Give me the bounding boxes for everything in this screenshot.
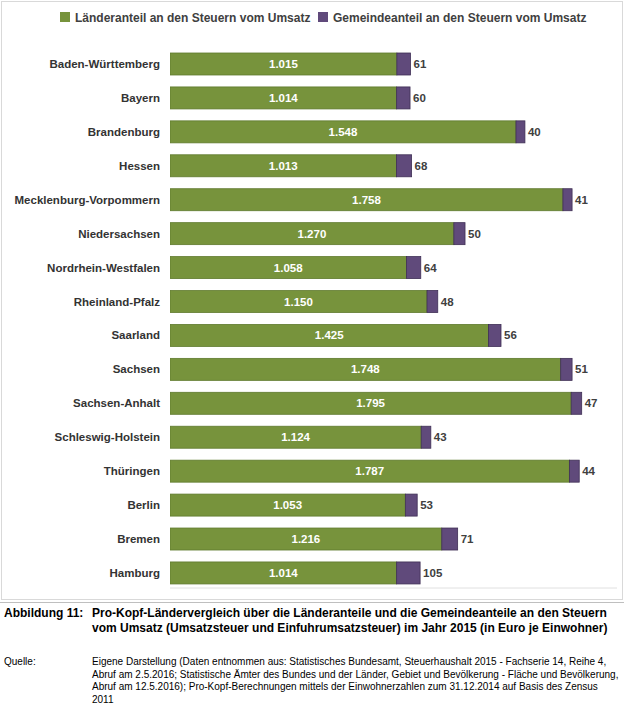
data-label: 1.013 <box>269 160 298 172</box>
data-label: 71 <box>461 533 474 545</box>
data-label: 1.758 <box>352 194 381 206</box>
bar-segment <box>170 223 454 245</box>
bar-segment <box>396 155 411 177</box>
bar-segment <box>170 562 397 584</box>
data-label: 1.795 <box>356 397 385 409</box>
data-label: 1.124 <box>281 431 310 443</box>
legend-swatch <box>60 12 70 22</box>
bar-segment <box>488 324 501 346</box>
data-label: 1.270 <box>298 228 327 240</box>
data-label: 61 <box>413 58 426 70</box>
legend-label: Länderanteil an den Steuern vom Umsatz <box>75 11 310 25</box>
category-label: Rheinland-Pfalz <box>74 296 161 308</box>
legend-swatch <box>318 12 328 22</box>
category-label: Bayern <box>121 92 160 104</box>
category-label: Hessen <box>119 160 160 172</box>
x-axis <box>170 588 617 589</box>
data-label: 43 <box>434 431 447 443</box>
data-label: 1.058 <box>274 262 303 274</box>
data-label: 56 <box>504 329 517 341</box>
category-label: Mecklenburg-Vorpommern <box>15 194 160 206</box>
data-label: 40 <box>528 126 541 138</box>
bar-segment <box>170 460 569 482</box>
category-label: Sachsen <box>113 363 160 375</box>
data-label: 1.216 <box>291 533 320 545</box>
bar-segment <box>454 223 465 245</box>
bar-segment <box>397 87 410 109</box>
data-label: 41 <box>575 194 588 206</box>
legend: Länderanteil an den Steuern vom Umsatz Ge… <box>60 11 586 25</box>
data-label: 51 <box>575 363 588 375</box>
category-label: Brandenburg <box>88 126 160 138</box>
bar-segment <box>170 358 561 380</box>
data-label: 64 <box>424 262 437 274</box>
category-label: Nordrhein-Westfalen <box>47 262 160 274</box>
bar-segment <box>569 460 579 482</box>
category-label: Schleswig-Holstein <box>55 431 160 443</box>
bar-segment <box>405 494 417 516</box>
category-label: Berlin <box>127 499 160 511</box>
data-label: 68 <box>415 160 428 172</box>
data-label: 1.053 <box>273 499 302 511</box>
data-label: 47 <box>585 397 598 409</box>
category-label: Bremen <box>117 533 160 545</box>
separator <box>0 602 624 603</box>
bar-segment <box>170 155 396 177</box>
bar-segment <box>170 257 406 279</box>
bar-segment <box>170 392 571 414</box>
data-label: 1.014 <box>269 92 298 104</box>
bar-segment <box>406 257 420 279</box>
category-label: Niedersachsen <box>78 228 160 240</box>
data-label: 1.014 <box>269 567 298 579</box>
legend-label: Gemeindeanteil an den Steuern vom Umsatz <box>333 11 586 25</box>
data-label: 60 <box>413 92 426 104</box>
bar-segment <box>170 189 563 211</box>
bar-segment <box>421 426 431 448</box>
category-label: Hamburg <box>110 567 160 579</box>
data-labels: 1.015 61 1.014 60 1.548 40 1.013 68 1.758 41 1.270… <box>269 58 598 579</box>
bar-segment <box>563 189 572 211</box>
bar-segment <box>427 291 438 313</box>
data-label: 50 <box>468 228 481 240</box>
bar-segment <box>516 121 525 143</box>
chart-frame <box>2 2 623 600</box>
bar-segment <box>170 324 488 346</box>
bar-segment <box>561 358 572 380</box>
data-label: 1.150 <box>284 296 313 308</box>
category-label: Thüringen <box>104 465 160 477</box>
data-label: 1.748 <box>351 363 380 375</box>
data-label: 53 <box>420 499 433 511</box>
data-label: 48 <box>441 296 454 308</box>
data-label: 44 <box>582 465 595 477</box>
source-label: Quelle: <box>4 656 36 669</box>
category-label: Sachsen-Anhalt <box>73 397 160 409</box>
bar-segment <box>442 528 458 550</box>
bar-segment <box>170 426 421 448</box>
bars <box>170 53 582 584</box>
bar-segment <box>170 494 405 516</box>
data-label: 1.425 <box>315 329 344 341</box>
bar-segment <box>170 121 516 143</box>
bar-segment <box>571 392 582 414</box>
bar-segment <box>397 53 411 75</box>
category-label: Saarland <box>111 329 160 341</box>
bar-segment <box>170 87 397 109</box>
bar-segment <box>170 53 397 75</box>
bar-segment <box>397 562 420 584</box>
title: Pro-Kopf-Ländervergleich über die Länder… <box>92 606 620 636</box>
source: Eigene Darstellung (Daten entnommen aus:… <box>92 656 620 706</box>
category-label: Baden-Württemberg <box>49 58 160 70</box>
data-label: 1.548 <box>329 126 358 138</box>
figure-label: Abbildung 11: <box>4 606 83 621</box>
bar-segment <box>170 291 427 313</box>
data-label: 1.015 <box>269 58 298 70</box>
data-label: 1.787 <box>355 465 384 477</box>
data-label: 105 <box>423 567 443 579</box>
bar-segment <box>170 528 442 550</box>
